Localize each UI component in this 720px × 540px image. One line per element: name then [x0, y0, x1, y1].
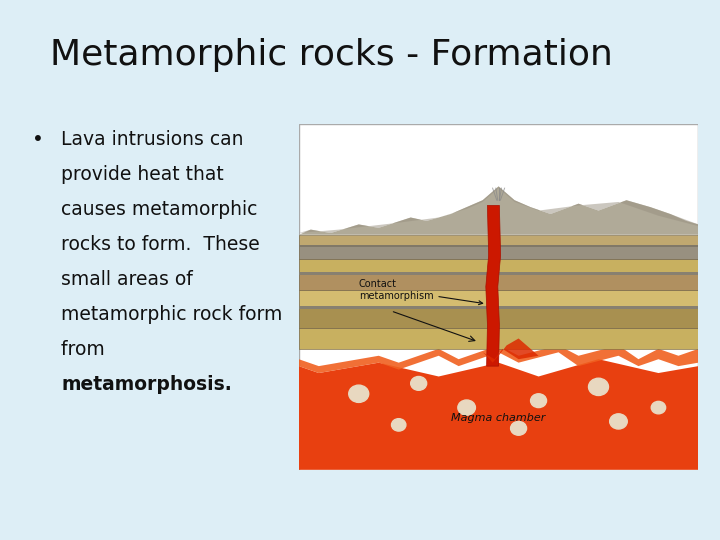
Polygon shape: [299, 346, 698, 373]
Text: Magma chamber: Magma chamber: [451, 413, 546, 423]
Text: rocks to form.  These: rocks to form. These: [61, 235, 260, 254]
Circle shape: [458, 400, 475, 415]
FancyBboxPatch shape: [299, 273, 698, 274]
Circle shape: [531, 394, 546, 408]
Text: small areas of: small areas of: [61, 270, 193, 289]
Circle shape: [392, 418, 406, 431]
FancyBboxPatch shape: [299, 259, 698, 273]
Text: from: from: [61, 340, 111, 359]
Circle shape: [652, 401, 665, 414]
Polygon shape: [486, 205, 500, 366]
Text: Lava intrusions can: Lava intrusions can: [61, 130, 243, 148]
FancyBboxPatch shape: [299, 245, 698, 247]
FancyBboxPatch shape: [299, 273, 698, 290]
Circle shape: [410, 376, 427, 390]
FancyBboxPatch shape: [299, 290, 698, 307]
Text: •: •: [32, 130, 44, 148]
FancyBboxPatch shape: [299, 307, 698, 328]
Circle shape: [510, 421, 526, 435]
Text: Metamorphic rocks - Formation: Metamorphic rocks - Formation: [50, 38, 613, 72]
Circle shape: [588, 378, 608, 395]
FancyBboxPatch shape: [299, 235, 698, 245]
FancyBboxPatch shape: [299, 328, 698, 349]
FancyBboxPatch shape: [299, 124, 698, 470]
Circle shape: [348, 385, 369, 402]
Polygon shape: [479, 339, 539, 363]
Text: provide heat that: provide heat that: [61, 165, 224, 184]
FancyBboxPatch shape: [299, 245, 698, 259]
Text: contact: contact: [314, 340, 392, 359]
Polygon shape: [299, 186, 698, 235]
Text: metamorphic rock form: metamorphic rock form: [61, 305, 282, 324]
FancyBboxPatch shape: [299, 306, 698, 309]
Text: causes metamorphic: causes metamorphic: [61, 200, 258, 219]
Text: Contact
metamorphism: Contact metamorphism: [359, 279, 482, 305]
Text: metamorphosis.: metamorphosis.: [61, 375, 232, 394]
Circle shape: [610, 414, 627, 429]
Polygon shape: [299, 359, 698, 470]
Polygon shape: [299, 186, 698, 233]
